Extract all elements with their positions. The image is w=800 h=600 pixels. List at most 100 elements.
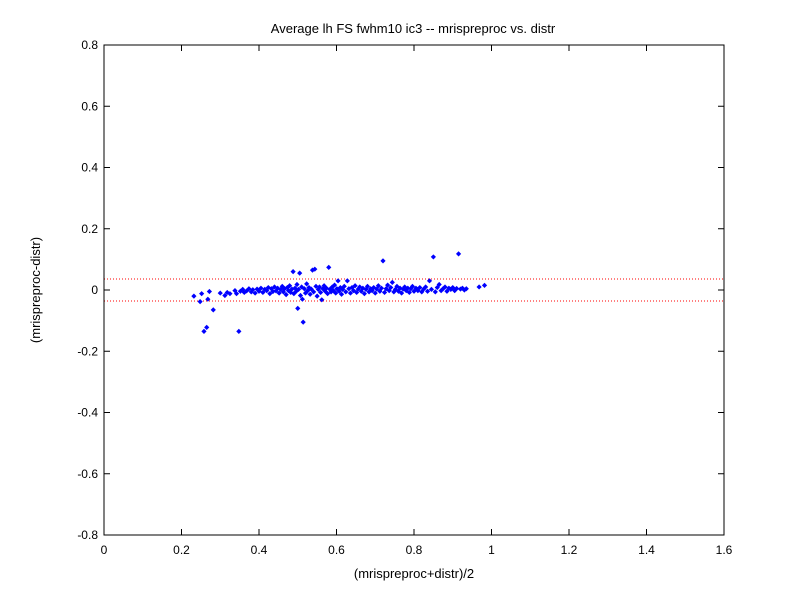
data-point <box>323 285 330 291</box>
data-point <box>330 288 336 294</box>
data-point <box>297 270 303 276</box>
y-axis-ticks: -0.8 -0.6 -0.4 -0.2 0 0.2 0.4 0.6 0.8 <box>77 38 724 542</box>
data-point <box>287 283 293 289</box>
data-point <box>307 291 313 297</box>
data-point <box>199 291 205 297</box>
data-point <box>364 283 371 289</box>
data-point <box>405 285 411 291</box>
data-point <box>400 286 406 292</box>
x-tick-label: 0.2 <box>173 543 190 557</box>
data-point <box>319 297 325 303</box>
data-point <box>341 283 347 289</box>
data-point <box>292 285 298 291</box>
data-point <box>388 284 394 291</box>
data-point <box>241 289 247 296</box>
data-point <box>284 284 290 291</box>
data-point <box>297 292 304 299</box>
data-point <box>204 324 210 330</box>
data-point <box>290 269 296 275</box>
data-point <box>372 290 378 296</box>
data-point <box>232 288 238 294</box>
data-point <box>312 266 318 272</box>
data-point <box>397 285 403 291</box>
data-point <box>299 296 305 302</box>
data-point <box>265 284 271 291</box>
data-point <box>454 285 460 292</box>
y-tick-label: -0.8 <box>77 528 98 542</box>
y-tick-label: 0.2 <box>81 222 98 236</box>
chart-title: Average lh FS fwhm10 ic3 -- mrispreproc … <box>271 21 556 36</box>
y-tick-label: -0.6 <box>77 467 98 481</box>
data-point <box>375 283 381 289</box>
data-point <box>258 285 264 291</box>
data-point <box>391 289 397 295</box>
data-point <box>352 283 358 289</box>
data-point <box>383 286 389 292</box>
data-point <box>293 288 299 294</box>
data-point <box>350 288 357 294</box>
data-point <box>463 286 469 292</box>
data-point <box>275 285 281 291</box>
data-point <box>377 288 383 294</box>
data-point <box>371 284 377 291</box>
data-point <box>385 282 391 288</box>
data-point <box>417 284 423 291</box>
data-point <box>304 281 310 287</box>
y-axis-label: (mrispreproc-distr) <box>28 237 43 343</box>
data-point <box>476 284 482 290</box>
data-point <box>361 291 367 297</box>
data-point <box>436 281 442 288</box>
data-point <box>322 288 328 294</box>
data-point <box>374 286 380 292</box>
x-tick-label: 1.6 <box>716 543 733 557</box>
data-point <box>306 284 312 291</box>
data-point <box>360 285 366 291</box>
data-point <box>428 286 435 292</box>
data-point <box>273 288 279 294</box>
data-point <box>327 286 333 292</box>
x-tick-label: 0.4 <box>251 543 268 557</box>
data-point <box>343 289 349 295</box>
data-point <box>455 251 462 257</box>
x-tick-label: 0.6 <box>328 543 345 557</box>
data-point <box>380 258 386 264</box>
data-point <box>283 291 289 298</box>
data-point <box>300 319 306 325</box>
x-tick-label: 1 <box>488 543 495 557</box>
data-point <box>423 284 429 290</box>
y-tick-label: -0.2 <box>77 344 98 358</box>
data-point <box>318 289 324 296</box>
data-point <box>246 286 252 292</box>
data-point <box>316 284 323 290</box>
data-point <box>236 328 242 334</box>
data-point <box>408 286 414 292</box>
data-point <box>335 278 341 284</box>
data-point <box>315 286 321 292</box>
data-point <box>301 286 307 292</box>
data-point <box>442 284 448 290</box>
data-point <box>206 288 212 295</box>
data-point <box>369 288 375 294</box>
data-point <box>406 289 412 296</box>
data-point <box>340 286 346 292</box>
x-axis-label: (mrispreproc+distr)/2 <box>354 566 474 581</box>
data-point <box>324 291 331 297</box>
data-point <box>368 286 374 292</box>
data-point <box>336 288 342 294</box>
data-point <box>294 281 300 288</box>
data-point <box>432 289 438 295</box>
data-point <box>295 286 302 292</box>
x-tick-label: 0 <box>101 543 108 557</box>
data-point <box>197 299 203 305</box>
data-point <box>354 289 360 296</box>
data-point <box>338 291 345 297</box>
data-point <box>248 289 254 295</box>
data-point <box>222 292 228 299</box>
data-point <box>276 290 282 296</box>
data-point <box>280 289 287 295</box>
data-point <box>333 290 339 296</box>
y-tick-label: 0.4 <box>81 161 98 175</box>
data-point <box>227 291 233 297</box>
